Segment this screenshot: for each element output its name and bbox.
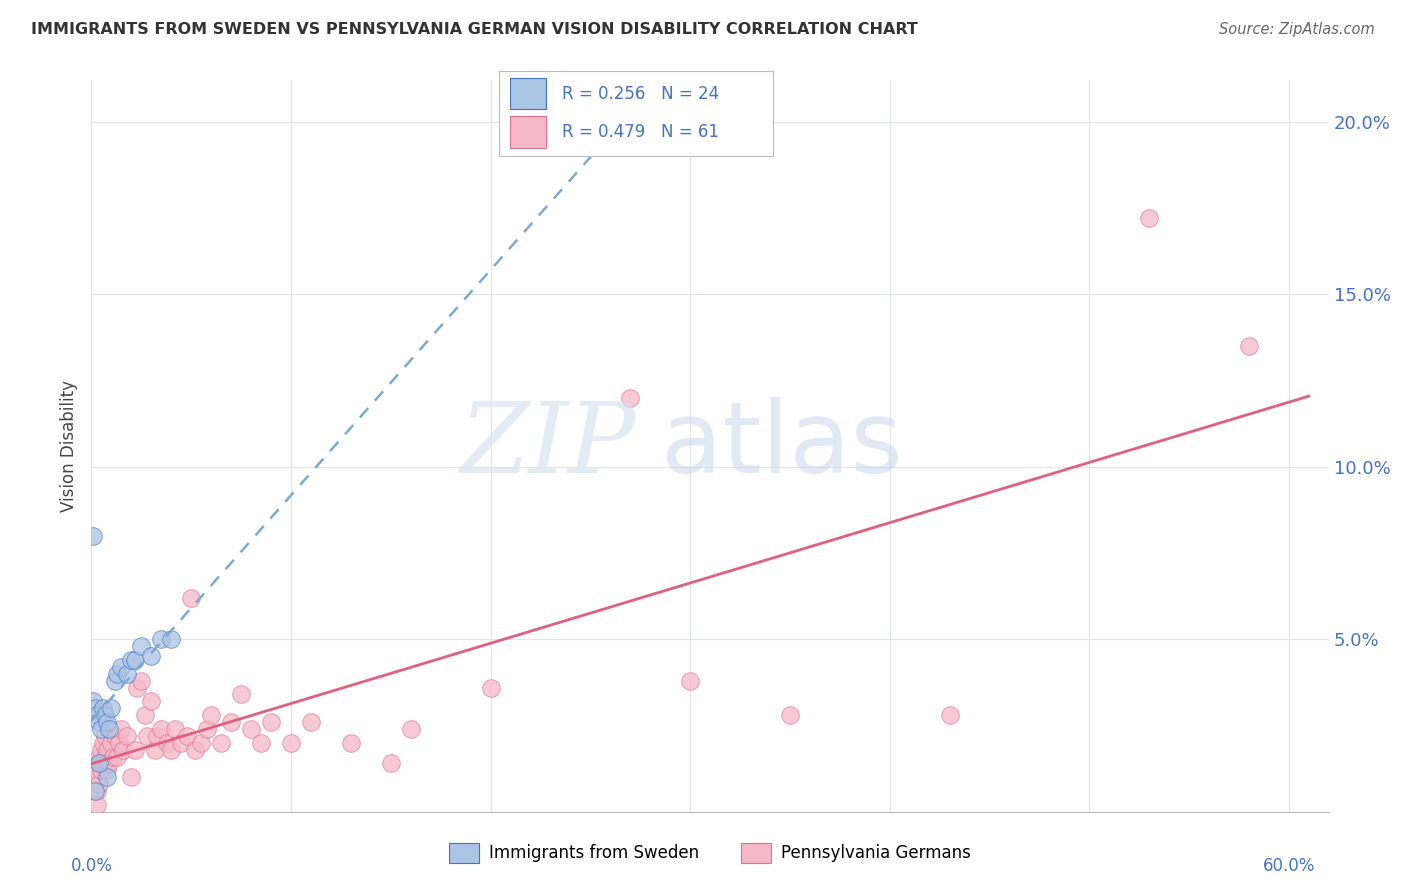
Point <box>141 649 163 664</box>
Text: 60.0%: 60.0% <box>1263 856 1315 874</box>
Point <box>141 694 163 708</box>
Text: IMMIGRANTS FROM SWEDEN VS PENNSYLVANIA GERMAN VISION DISABILITY CORRELATION CHAR: IMMIGRANTS FROM SWEDEN VS PENNSYLVANIA G… <box>31 22 918 37</box>
Point <box>938 708 960 723</box>
Point <box>219 714 242 729</box>
Y-axis label: Vision Disability: Vision Disability <box>60 380 79 512</box>
Point <box>679 673 702 688</box>
Point <box>200 708 222 723</box>
Point <box>90 742 112 756</box>
Point <box>134 708 156 723</box>
Point <box>89 714 111 729</box>
Point <box>184 742 207 756</box>
Point <box>98 756 121 771</box>
Point <box>84 784 107 798</box>
Point <box>89 777 111 791</box>
Point <box>82 694 104 708</box>
Point <box>82 529 104 543</box>
Point <box>299 714 322 729</box>
Point <box>619 391 641 405</box>
Point <box>96 764 118 778</box>
Point <box>280 736 302 750</box>
Point <box>104 673 127 688</box>
Point <box>82 770 104 784</box>
Point <box>156 736 179 750</box>
FancyBboxPatch shape <box>510 78 546 110</box>
Point <box>124 742 146 756</box>
Point <box>100 701 122 715</box>
Legend: Immigrants from Sweden, Pennsylvania Germans: Immigrants from Sweden, Pennsylvania Ger… <box>443 837 977 869</box>
Point <box>86 797 108 812</box>
Point <box>105 749 128 764</box>
Point <box>340 736 363 750</box>
Point <box>176 729 198 743</box>
Point <box>229 687 252 701</box>
Point <box>120 653 142 667</box>
Point <box>260 714 283 729</box>
Point <box>117 666 139 681</box>
Point <box>94 729 117 743</box>
Point <box>96 742 118 756</box>
Point <box>86 784 108 798</box>
Point <box>170 736 193 750</box>
Point <box>124 653 146 667</box>
Point <box>120 770 142 784</box>
Point <box>93 756 115 771</box>
Point <box>110 660 132 674</box>
Text: 0.0%: 0.0% <box>70 856 112 874</box>
Point <box>240 722 263 736</box>
Point <box>84 701 107 715</box>
Point <box>86 764 108 778</box>
Point <box>100 736 122 750</box>
Text: R = 0.479   N = 61: R = 0.479 N = 61 <box>562 123 720 141</box>
Point <box>84 756 107 771</box>
Text: ZIP: ZIP <box>460 399 636 493</box>
Point <box>94 749 117 764</box>
Point <box>150 722 173 736</box>
Point <box>180 591 202 605</box>
Point <box>127 681 149 695</box>
Point <box>129 673 152 688</box>
Text: R = 0.256   N = 24: R = 0.256 N = 24 <box>562 86 720 103</box>
Point <box>108 736 131 750</box>
Point <box>1137 211 1160 226</box>
Point <box>190 736 212 750</box>
Point <box>250 736 273 750</box>
Point <box>96 770 118 784</box>
Point <box>94 708 117 723</box>
Point <box>195 722 218 736</box>
Point <box>136 729 159 743</box>
Point <box>112 742 135 756</box>
Point <box>1237 339 1260 353</box>
Point <box>117 729 139 743</box>
Point <box>143 742 166 756</box>
Point <box>89 749 111 764</box>
Point <box>104 729 127 743</box>
Point <box>399 722 422 736</box>
Point <box>129 639 152 653</box>
Point <box>86 708 108 723</box>
Text: atlas: atlas <box>661 398 903 494</box>
Point <box>160 742 183 756</box>
Point <box>96 714 118 729</box>
FancyBboxPatch shape <box>510 116 546 147</box>
Point <box>103 749 125 764</box>
Text: Source: ZipAtlas.com: Source: ZipAtlas.com <box>1219 22 1375 37</box>
Point <box>93 736 115 750</box>
Point <box>89 756 111 771</box>
Point <box>98 722 121 736</box>
Point <box>209 736 232 750</box>
Point <box>90 764 112 778</box>
Point <box>93 701 115 715</box>
Point <box>380 756 402 771</box>
Point <box>146 729 169 743</box>
Point <box>150 632 173 647</box>
Point <box>479 681 502 695</box>
Point <box>110 722 132 736</box>
Point <box>779 708 801 723</box>
Point <box>90 722 112 736</box>
Point <box>160 632 183 647</box>
Point <box>105 666 128 681</box>
Point <box>165 722 187 736</box>
